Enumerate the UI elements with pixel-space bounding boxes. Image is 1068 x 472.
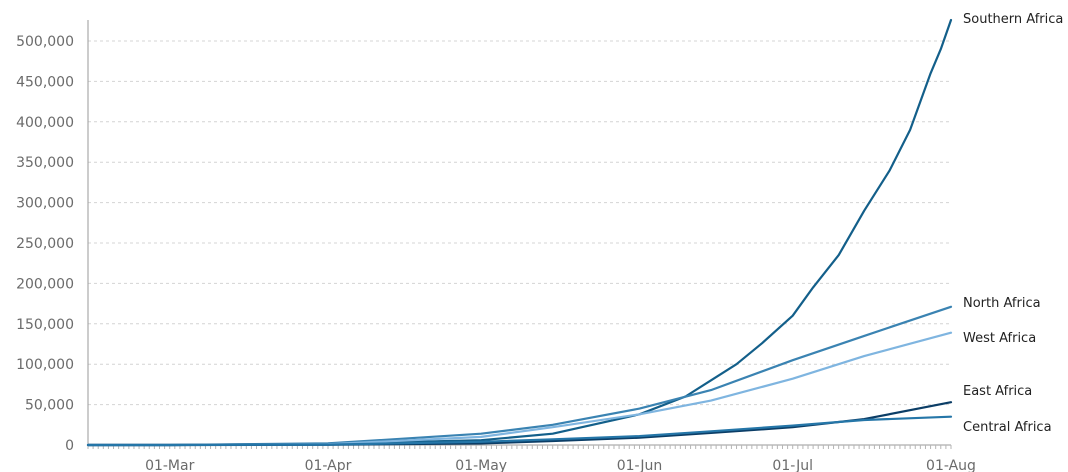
x-tick-label: 01-Apr (305, 458, 352, 472)
x-tick-label: 01-Mar (145, 458, 195, 472)
y-tick-label: 300,000 (16, 196, 74, 212)
y-tick-label: 500,000 (16, 34, 74, 50)
y-tick-label: 200,000 (16, 276, 74, 292)
series-labels: Southern Africa North Africa West Africa Ea… (963, 12, 1063, 435)
x-axis: 01-Mar 01-Apr 01-May 01-Jun 01-Jul 01-Aug (87, 444, 976, 472)
y-tick-label: 350,000 (16, 155, 74, 171)
series-label: West Africa (963, 331, 1036, 346)
series-label: Central Africa (963, 420, 1052, 435)
y-tick-label: 400,000 (16, 115, 74, 131)
series-label: East Africa (963, 384, 1032, 399)
y-axis: 0 50,000 100,000 150,000 200,000 250,000 300,0… (16, 20, 89, 454)
y-tick-label: 0 (65, 438, 74, 454)
y-tick-label: 450,000 (16, 74, 74, 90)
y-tick-label: 250,000 (16, 236, 74, 252)
x-tick-label: 01-May (455, 458, 507, 472)
series-line-central-africa (86, 415, 953, 447)
series-label: Southern Africa (963, 12, 1063, 27)
x-tick-label: 01-Aug (926, 458, 976, 472)
y-tick-label: 50,000 (25, 398, 74, 414)
series-label: North Africa (963, 296, 1041, 311)
series-lines (86, 18, 953, 447)
x-tick-label: 01-Jul (772, 458, 813, 472)
series-line-southern-africa (86, 18, 953, 447)
y-tick-label: 100,000 (16, 357, 74, 373)
y-tick-label: 150,000 (16, 317, 74, 333)
x-tick-label: 01-Jun (617, 458, 663, 472)
